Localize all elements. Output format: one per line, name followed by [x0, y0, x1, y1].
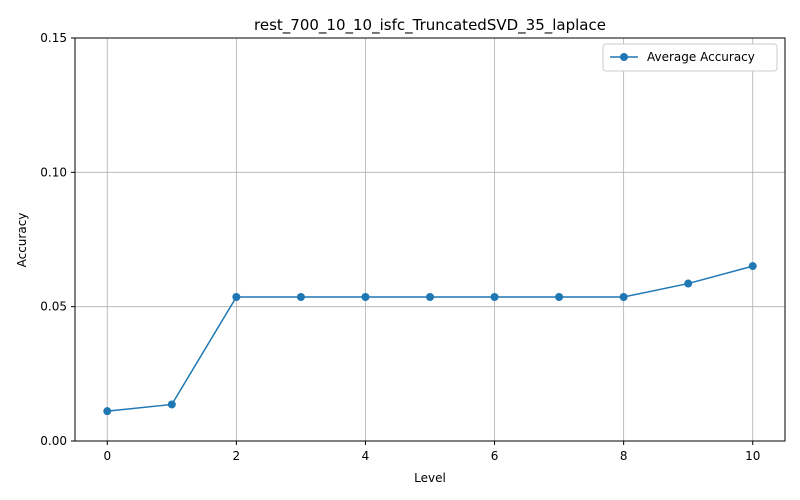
x-tick-label: 0: [103, 449, 111, 463]
data-point: [490, 292, 499, 301]
plot-frame: [74, 37, 786, 442]
y-tick-label: 0.10: [40, 165, 67, 179]
data-point: [167, 400, 176, 409]
data-point: [684, 279, 693, 288]
legend: Average Accuracy: [602, 43, 778, 72]
chart-title: rest_700_10_10_isfc_TruncatedSVD_35_lapl…: [254, 16, 606, 35]
data-point: [103, 407, 112, 416]
ticks: 0 2 4 6 8 10 0.00 0.05 0.10 0.15: [40, 31, 760, 463]
data-point: [748, 262, 757, 271]
x-axis-label: Level: [414, 471, 446, 485]
data-point: [619, 292, 628, 301]
data-point: [361, 292, 370, 301]
x-tick-label: 8: [620, 449, 628, 463]
data-point: [296, 292, 305, 301]
y-tick-label: 0.05: [40, 300, 67, 314]
data-point: [426, 292, 434, 301]
series-layer: [103, 262, 757, 416]
x-tick-label: 4: [362, 449, 370, 463]
x-tick-label: 6: [491, 449, 499, 463]
data-point: [232, 292, 241, 301]
legend-marker: [620, 53, 628, 61]
x-tick-label: 10: [745, 449, 760, 463]
legend-box: [602, 43, 778, 72]
x-tick-label: 2: [233, 449, 241, 463]
y-axis-label: Accuracy: [15, 213, 29, 268]
data-point: [555, 292, 564, 301]
y-tick-label: 0.15: [40, 31, 67, 45]
legend-label: Average Accuracy: [647, 50, 755, 64]
y-tick-label: 0.00: [40, 434, 67, 448]
